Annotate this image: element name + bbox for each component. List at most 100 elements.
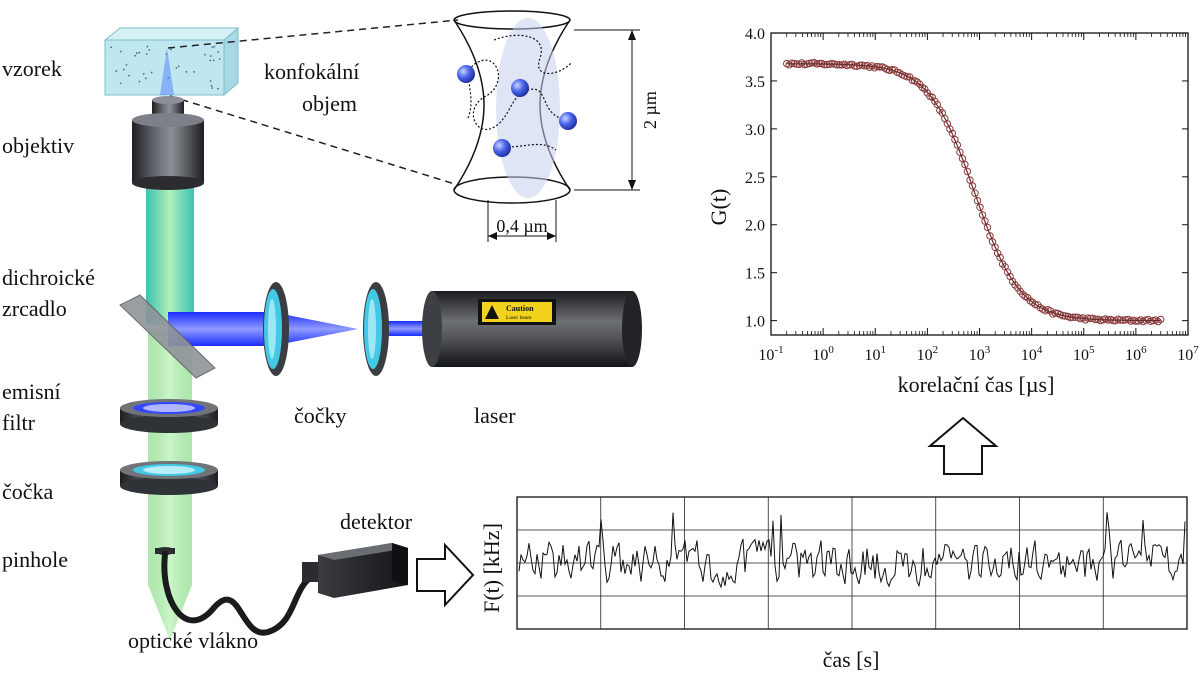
x-tick-label: 102 <box>917 344 939 364</box>
label-lens: čočka <box>2 479 54 504</box>
focusing-lens <box>120 461 218 495</box>
x-tick-label: 105 <box>1073 344 1095 364</box>
correlation-point <box>976 203 984 212</box>
y-tick-label: 2.0 <box>745 218 765 235</box>
label-fiber: optické vlákno <box>128 628 258 653</box>
correlation-point <box>921 85 929 93</box>
sample-box <box>103 26 240 97</box>
label-emission-2: filtr <box>2 410 36 435</box>
lens-expander-2 <box>363 282 389 376</box>
fit-curve <box>786 63 1161 322</box>
correlation-point <box>958 154 967 163</box>
sample-particle <box>138 51 141 54</box>
lens-expander-1 <box>263 282 289 376</box>
caution-subtext: Laser beam <box>506 315 532 321</box>
sample-particle <box>134 54 137 57</box>
arrow-right-icon <box>416 542 475 608</box>
sample-particle <box>218 58 221 61</box>
x-tick-label: 100 <box>812 344 834 364</box>
correlation-point <box>993 249 1002 257</box>
label-objective: objektiv <box>2 133 74 158</box>
emission-beam-upper <box>146 180 194 325</box>
arrow-up-icon <box>927 416 999 475</box>
x-tick-label: 103 <box>969 344 991 364</box>
correlation-point <box>1154 317 1162 326</box>
particle <box>559 112 577 130</box>
emission-filter <box>120 399 218 433</box>
sample-particle <box>170 48 172 51</box>
x-tick-label: 104 <box>1021 344 1043 364</box>
sample-particle <box>145 53 148 55</box>
sample-particle <box>144 77 147 80</box>
sample-particle <box>135 52 138 55</box>
sample-particle <box>213 45 216 48</box>
label-sample: vzorek <box>2 56 62 81</box>
trace-x-label: čas [s] <box>823 647 880 672</box>
correlation-chart: 1.0 1.5 2.0 2.5 3.0 3.5 4.0 10-1 100 101 102 103 104… <box>706 26 1199 397</box>
correlation-point <box>913 78 921 86</box>
correlation-point <box>808 59 816 67</box>
correlation-x-label: korelační čas [µs] <box>898 372 1055 397</box>
sample-particle <box>119 82 122 85</box>
sample-particle <box>148 48 151 51</box>
correlation-point <box>981 217 989 225</box>
y-tick-label: 4.0 <box>745 26 765 43</box>
label-emission-1: emisní <box>2 379 61 404</box>
y-tick-label: 3.5 <box>745 74 765 91</box>
correlation-point <box>1131 317 1140 325</box>
correlation-point <box>961 160 969 169</box>
sample-particle <box>177 65 180 68</box>
correlation-point <box>956 148 964 156</box>
objective <box>132 96 204 190</box>
caution-text: Caution <box>506 304 534 313</box>
correlation-point <box>963 167 972 176</box>
correlation-plot-frame <box>770 32 1189 336</box>
x-tick-label: 10-1 <box>758 344 783 364</box>
x-tick-label: 106 <box>1125 344 1147 364</box>
laser-beam-cone <box>272 312 358 346</box>
x-tick-label: 101 <box>865 344 887 364</box>
sample-particle <box>211 87 214 89</box>
y-tick-label: 2.5 <box>745 170 765 187</box>
sample-particle <box>209 80 212 82</box>
sample-particle <box>119 50 122 53</box>
particle <box>457 65 475 83</box>
sample-particle <box>125 63 128 66</box>
correlation-point <box>946 125 954 133</box>
correlation-point <box>928 93 936 102</box>
sample-particle <box>185 70 188 73</box>
fluorescence-trace: F(t) [kHz] čas [s] <box>479 496 1188 672</box>
correlation-point <box>978 211 987 219</box>
y-tick-label: 1.5 <box>745 266 765 283</box>
sample-particle <box>212 59 215 62</box>
label-laser: laser <box>474 403 516 428</box>
sample-particle <box>209 55 212 57</box>
correlation-point <box>953 141 962 149</box>
correlation-point <box>903 73 911 81</box>
correlation-point <box>850 62 859 70</box>
correlation-point <box>996 253 1004 262</box>
detector-device <box>302 543 408 598</box>
correlation-point <box>820 60 828 69</box>
sample-particle <box>193 71 196 73</box>
sample-particle <box>138 80 141 83</box>
correlation-point <box>973 197 982 205</box>
label-dichroic-2: zrcadlo <box>2 296 67 321</box>
label-detector: detektor <box>340 509 413 534</box>
correlation-point <box>968 182 977 190</box>
y-tick-label: 3.0 <box>745 122 765 139</box>
label-confocal-2: objem <box>302 91 357 116</box>
sample-particle <box>128 74 131 77</box>
projection-line-top <box>167 19 459 49</box>
dichroic-mirror <box>119 294 216 379</box>
correlation-point <box>971 189 979 197</box>
label-confocal-1: konfokální <box>264 59 359 84</box>
trace-signal <box>518 512 1186 589</box>
correlation-point <box>948 129 957 138</box>
correlation-point <box>1019 290 1027 298</box>
sample-particle <box>122 68 125 71</box>
trace-y-label: F(t) [kHz] <box>479 523 504 613</box>
sample-particle <box>204 53 206 56</box>
label-dichroic-1: dichroické <box>2 265 95 290</box>
